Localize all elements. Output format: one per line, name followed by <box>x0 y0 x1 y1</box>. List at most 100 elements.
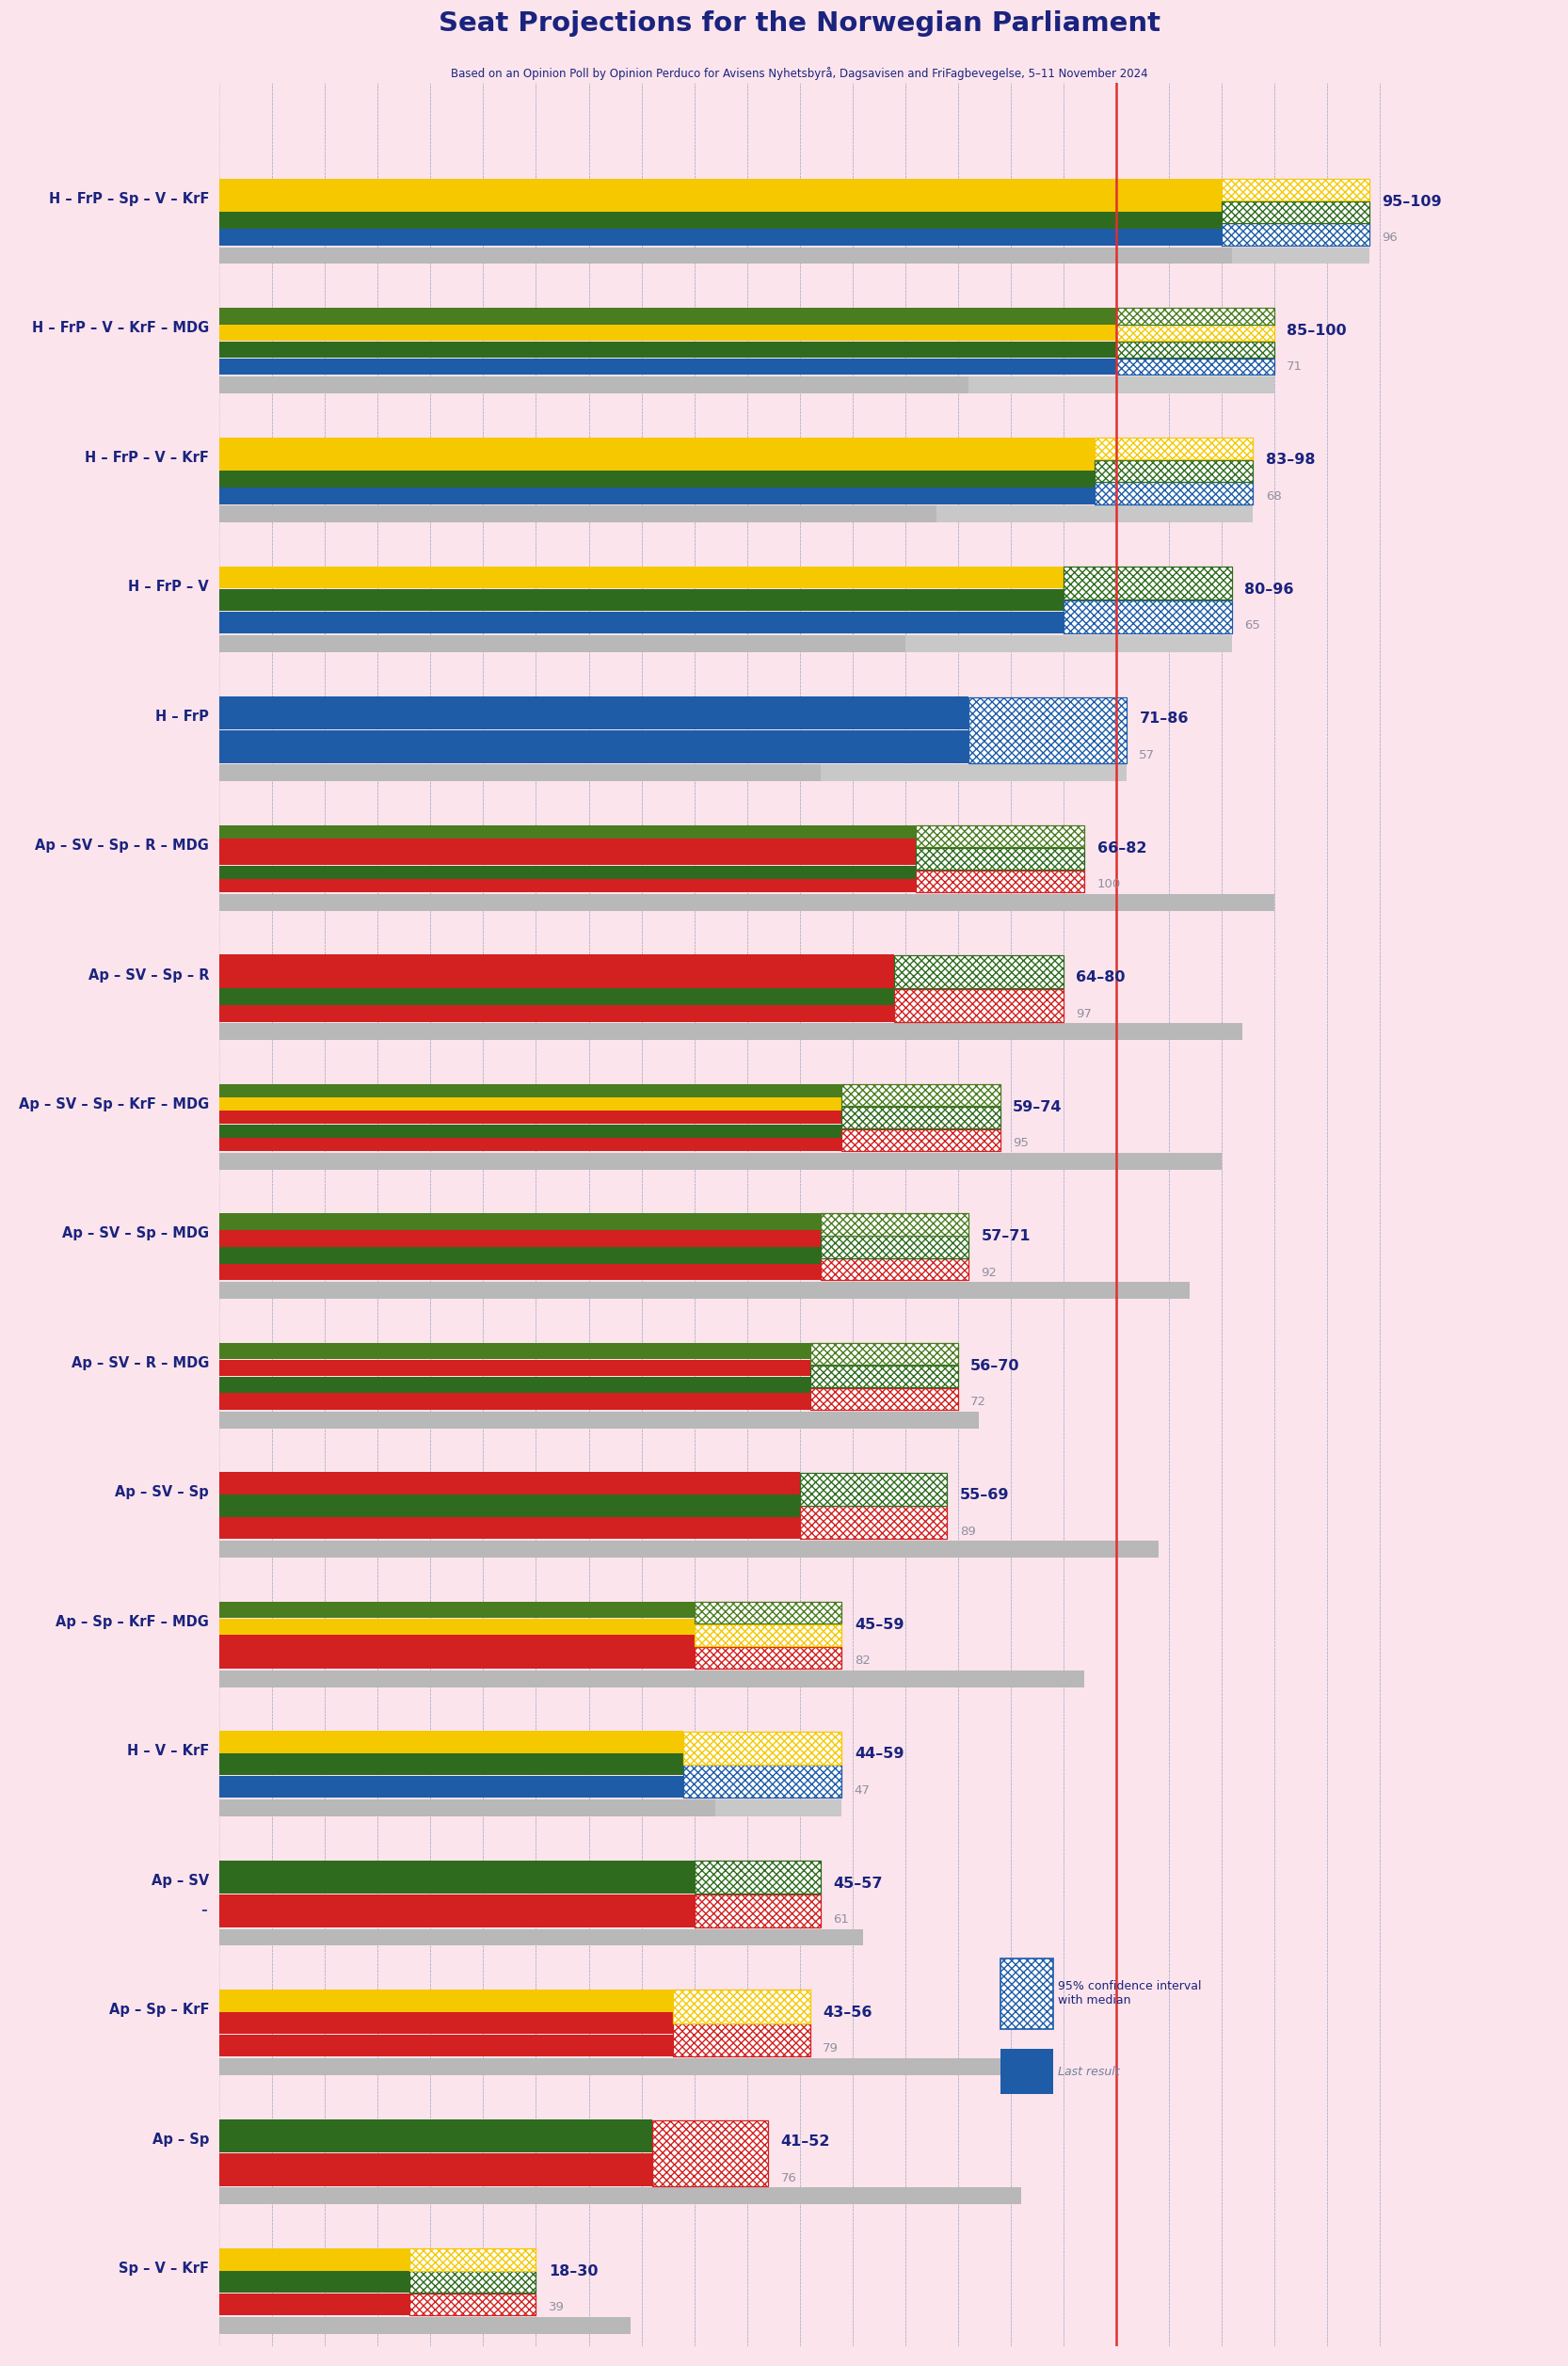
Text: Ap – Sp – KrF: Ap – Sp – KrF <box>108 2004 209 2018</box>
Text: 95–109: 95–109 <box>1381 194 1441 208</box>
Bar <box>1116 341 1275 357</box>
Text: 85–100: 85–100 <box>1287 324 1347 338</box>
Bar <box>220 1801 715 1817</box>
Text: 95: 95 <box>1013 1138 1029 1150</box>
Text: Ap – SV – Sp – R – MDG: Ap – SV – Sp – R – MDG <box>34 838 209 852</box>
Bar <box>220 308 1116 324</box>
Text: 56–70: 56–70 <box>971 1358 1019 1372</box>
Bar <box>800 1507 947 1540</box>
Bar <box>916 847 1085 871</box>
Bar <box>220 1472 800 1495</box>
Bar <box>220 1053 1380 1183</box>
Bar <box>220 438 1094 454</box>
Bar <box>220 1651 695 1668</box>
Bar <box>220 1928 862 1945</box>
Bar <box>695 1602 842 1623</box>
Bar <box>695 1895 820 1928</box>
Bar <box>220 1377 811 1394</box>
Bar <box>1094 438 1253 459</box>
Bar <box>1094 483 1253 504</box>
Text: 71: 71 <box>1287 362 1303 374</box>
Bar <box>1000 2049 1052 2094</box>
Bar <box>220 826 916 838</box>
Bar <box>220 764 820 781</box>
Bar <box>220 1152 1221 1169</box>
Bar <box>220 246 1232 265</box>
Bar <box>220 1098 842 1110</box>
Bar <box>220 357 1116 374</box>
Bar <box>220 2189 1021 2205</box>
Bar <box>220 196 1221 213</box>
Text: Ap – Sp – KrF – MDG: Ap – Sp – KrF – MDG <box>56 1616 209 1628</box>
Bar <box>1116 324 1275 341</box>
Bar <box>895 989 1063 1022</box>
Text: 41–52: 41–52 <box>781 2134 829 2148</box>
Bar <box>220 147 1380 277</box>
Bar <box>220 2058 1052 2075</box>
Bar <box>811 1389 958 1410</box>
Bar <box>220 1540 1159 1557</box>
Text: Ap – SV – Sp – KrF – MDG: Ap – SV – Sp – KrF – MDG <box>19 1098 209 1112</box>
Bar <box>220 634 1232 653</box>
Bar <box>916 826 1085 847</box>
Bar <box>673 2023 811 2056</box>
Text: 89: 89 <box>960 1526 975 1538</box>
Text: 100: 100 <box>1098 878 1121 890</box>
Text: 64–80: 64–80 <box>1076 970 1126 984</box>
Text: 44–59: 44–59 <box>855 1746 903 1760</box>
Bar <box>220 634 905 653</box>
Bar <box>220 1495 800 1517</box>
Bar <box>220 2189 1021 2205</box>
Text: 83–98: 83–98 <box>1265 454 1316 466</box>
Text: 80–96: 80–96 <box>1245 582 1294 596</box>
Bar <box>220 1152 1221 1169</box>
Bar <box>220 1344 811 1360</box>
Bar <box>220 1282 1190 1299</box>
Bar <box>220 1777 684 1798</box>
Bar <box>220 1138 842 1150</box>
Text: H – FrP – V – KrF: H – FrP – V – KrF <box>85 450 209 464</box>
Text: 57: 57 <box>1140 750 1156 762</box>
Text: 61: 61 <box>833 1914 850 1926</box>
Bar <box>220 1230 820 1247</box>
Bar <box>220 972 895 989</box>
Bar <box>1221 222 1369 246</box>
Bar <box>220 277 1380 407</box>
Bar <box>220 2248 409 2271</box>
Bar <box>220 956 895 970</box>
Bar <box>220 246 1369 265</box>
Bar <box>220 376 1275 393</box>
Text: 96: 96 <box>1381 232 1397 244</box>
Bar <box>220 1517 800 1540</box>
Bar <box>220 1024 1242 1041</box>
Bar <box>220 2217 1380 2347</box>
Text: Ap – SV – Sp: Ap – SV – Sp <box>114 1486 209 1500</box>
Bar <box>1063 568 1232 601</box>
Bar <box>820 1235 969 1259</box>
Bar <box>220 1112 842 1124</box>
Bar <box>220 731 969 762</box>
Bar <box>409 2271 536 2293</box>
Text: 45–57: 45–57 <box>833 1876 883 1890</box>
Bar <box>220 1635 695 1651</box>
Bar <box>220 230 1221 246</box>
Text: Sp – V – KrF: Sp – V – KrF <box>119 2262 209 2276</box>
Text: H – V – KrF: H – V – KrF <box>127 1744 209 1758</box>
Bar <box>220 1928 862 1945</box>
Bar <box>220 665 1380 795</box>
Bar <box>220 1311 1380 1441</box>
Bar <box>220 1394 811 1410</box>
Bar <box>220 894 1275 911</box>
Bar <box>220 1152 1221 1169</box>
Bar <box>1094 459 1253 483</box>
Bar <box>220 894 1275 911</box>
Bar <box>1063 601 1232 634</box>
Bar <box>895 956 1063 989</box>
Text: Ap – Sp: Ap – Sp <box>152 2132 209 2146</box>
Bar <box>220 1895 695 1928</box>
Bar <box>220 1959 1380 2087</box>
Text: Ap – SV: Ap – SV <box>152 1874 209 1888</box>
Bar <box>695 1623 842 1647</box>
Bar <box>220 1928 862 1945</box>
Bar <box>220 2316 630 2333</box>
